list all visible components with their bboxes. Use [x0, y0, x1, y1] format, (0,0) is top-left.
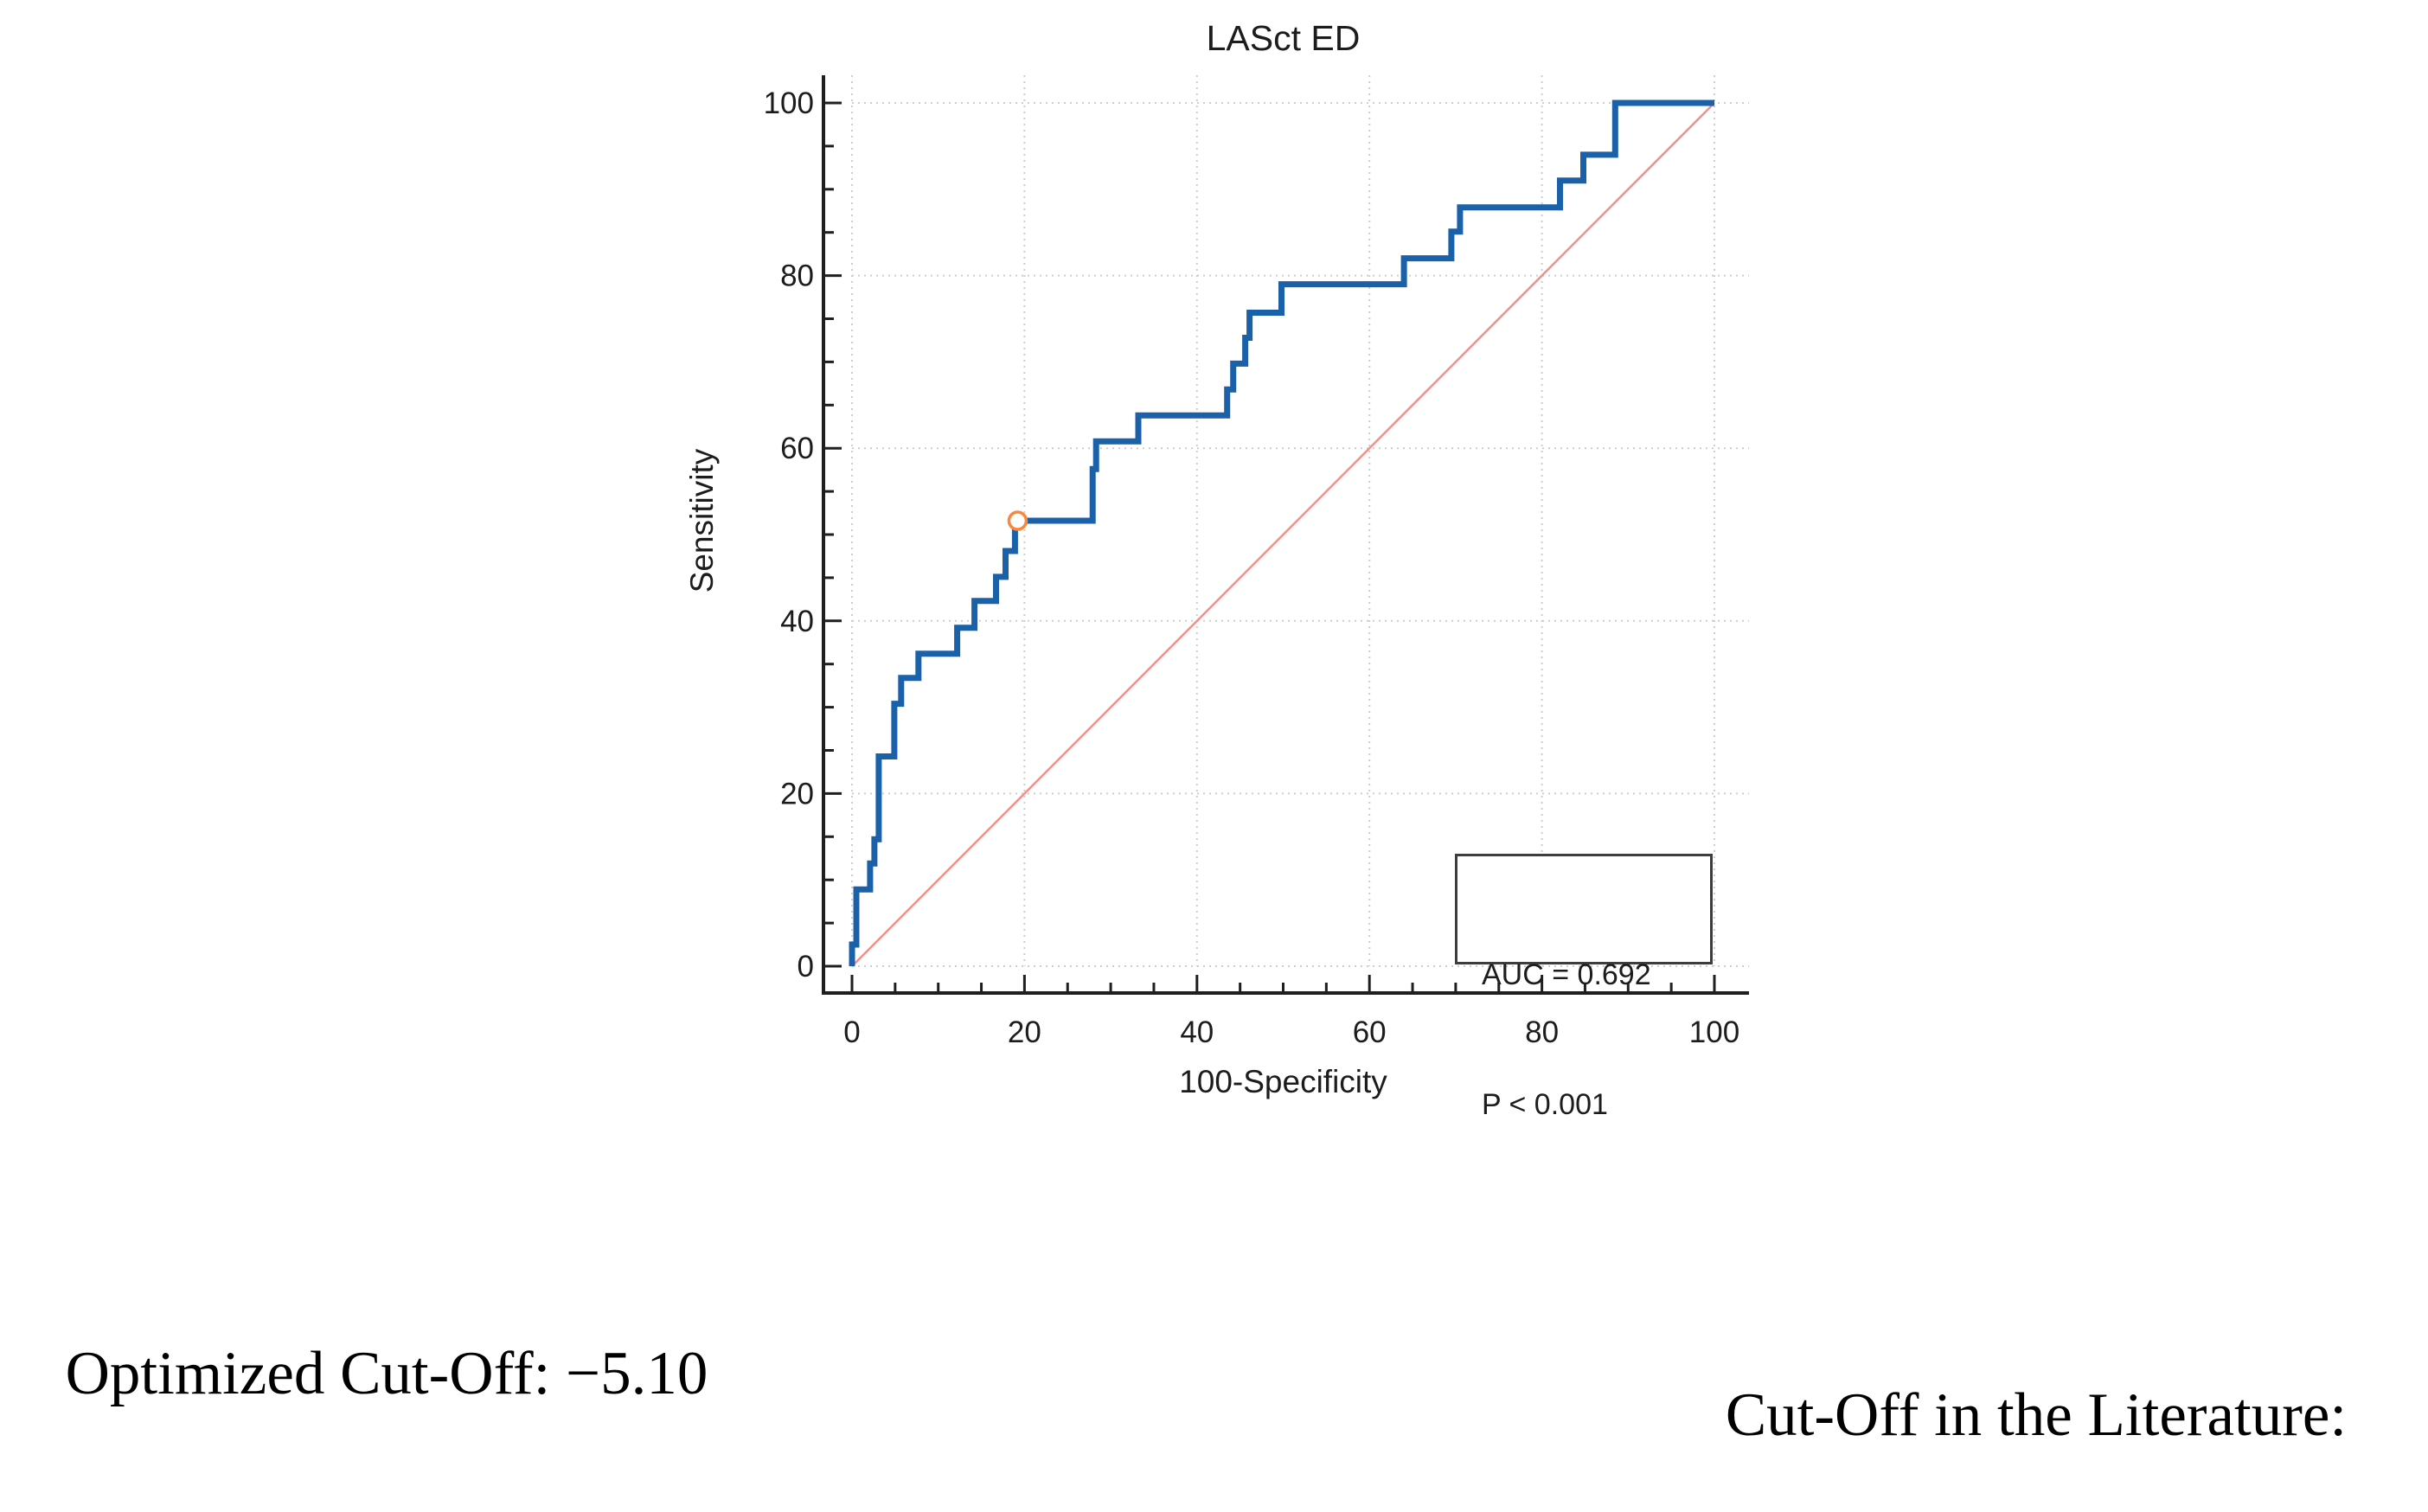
gridlines [851, 75, 1749, 967]
literature-cutoff-note: Cut-Off in the Literature: 5% [1690, 1206, 2382, 1512]
roc-curve [849, 99, 1714, 966]
x-tick-label: 80 [1525, 1015, 1559, 1049]
y-tick-label: 0 [798, 950, 814, 983]
axis-ticks [823, 101, 1716, 993]
y-tick-label: 60 [780, 432, 814, 465]
x-tick-label: 100 [1689, 1015, 1739, 1049]
y-axis-label: Sensitivity [684, 448, 720, 593]
optimized-cutoff-line: Optimized Cut-Off: −5.10 [65, 1340, 708, 1407]
y-tick-label: 20 [780, 777, 814, 810]
y-tick-label: 100 [764, 86, 814, 120]
auc-value-text: AUC = 0.692 [1482, 958, 1651, 991]
y-tick-label: 40 [780, 605, 814, 638]
chart-title: LASct ED [1206, 18, 1361, 58]
tick-labels: 0 20 40 60 80 100 0 20 40 60 80 100 [764, 86, 1740, 1049]
literature-cutoff-line: Cut-Off in the Literature: [1725, 1381, 2348, 1449]
x-tick-label: 60 [1353, 1015, 1387, 1049]
optimal-cutoff-marker [1007, 510, 1028, 531]
optimized-cutoff-stats: Optimized Cut-Off: −5.10 Youden Index: 0… [23, 1164, 750, 1512]
y-tick-label: 80 [780, 259, 814, 293]
p-value-text: P < 0.001 [1482, 1088, 1608, 1121]
x-tick-label: 40 [1180, 1015, 1214, 1049]
x-tick-label: 0 [843, 1015, 860, 1049]
x-tick-label: 20 [1008, 1015, 1041, 1049]
auc-annotation-box: AUC = 0.692 P < 0.001 [1455, 854, 1713, 1121]
x-axis-label: 100-Specificity [1179, 1064, 1387, 1099]
reference-diagonal-line [851, 102, 1715, 967]
